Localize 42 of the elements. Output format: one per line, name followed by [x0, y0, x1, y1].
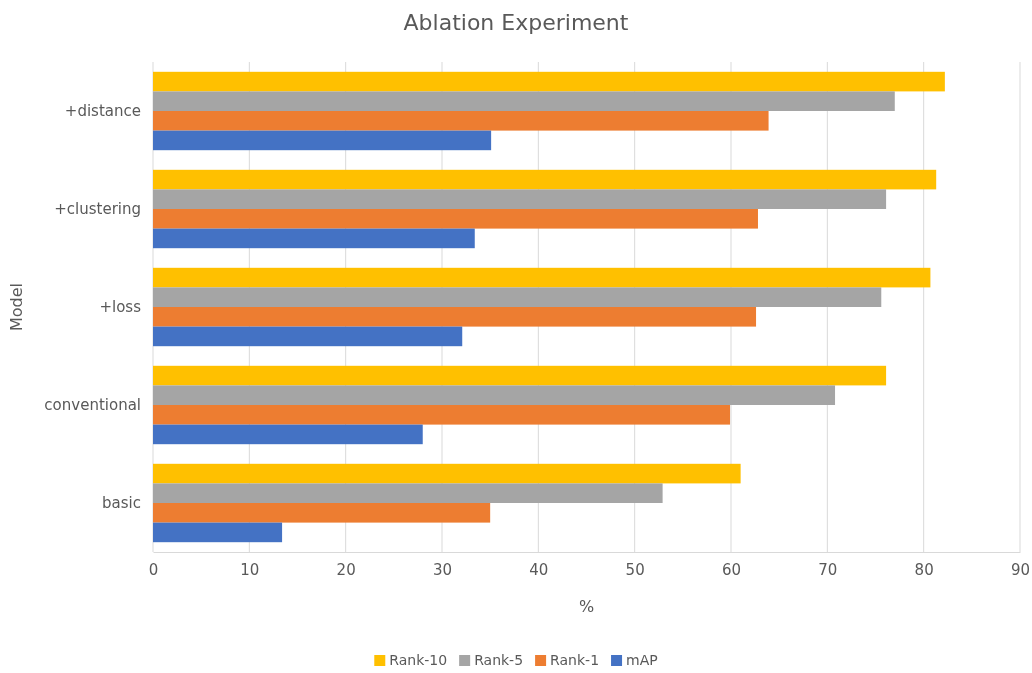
bar [153, 287, 882, 307]
bar [153, 365, 887, 386]
bar [153, 71, 945, 92]
bar [153, 385, 836, 405]
bar [153, 463, 741, 484]
bar [153, 522, 283, 543]
x-tick-label: 0 [148, 560, 159, 579]
legend-label: mAP [626, 652, 658, 668]
y-tick-label: +distance [64, 101, 141, 120]
bar [153, 503, 491, 523]
x-tick-label: 30 [432, 560, 453, 579]
y-axis-title: Model [7, 282, 26, 332]
bar [153, 405, 731, 425]
bar [153, 307, 757, 327]
x-tick-label: 80 [914, 560, 934, 579]
bar [153, 91, 895, 111]
bar [153, 130, 492, 151]
bar [153, 483, 663, 503]
bar [153, 169, 937, 190]
y-tick-label: +clustering [54, 199, 141, 218]
x-tick-label: 60 [721, 560, 742, 579]
bar [153, 326, 463, 347]
x-tick-label: 70 [818, 560, 838, 579]
legend-label: Rank-10 [389, 652, 448, 668]
x-tick-label: 90 [1010, 560, 1031, 579]
legend-label: Rank-1 [550, 652, 600, 668]
bar [153, 209, 758, 229]
y-tick-label: conventional [44, 395, 141, 414]
x-tick-label: 20 [336, 560, 356, 579]
bar [153, 189, 887, 209]
x-tick-label: 10 [240, 560, 260, 579]
y-tick-label: +loss [99, 297, 142, 316]
bar [153, 228, 475, 249]
bar [153, 111, 769, 131]
y-tick-label: basic [102, 493, 141, 512]
x-tick-label: 40 [529, 560, 549, 579]
chart-title: Ablation Experiment [403, 10, 629, 35]
legend-label: Rank-5 [474, 652, 524, 668]
x-tick-label: 50 [625, 560, 645, 579]
bar [153, 267, 931, 288]
bar [153, 424, 423, 445]
x-axis-title: % [578, 597, 595, 616]
